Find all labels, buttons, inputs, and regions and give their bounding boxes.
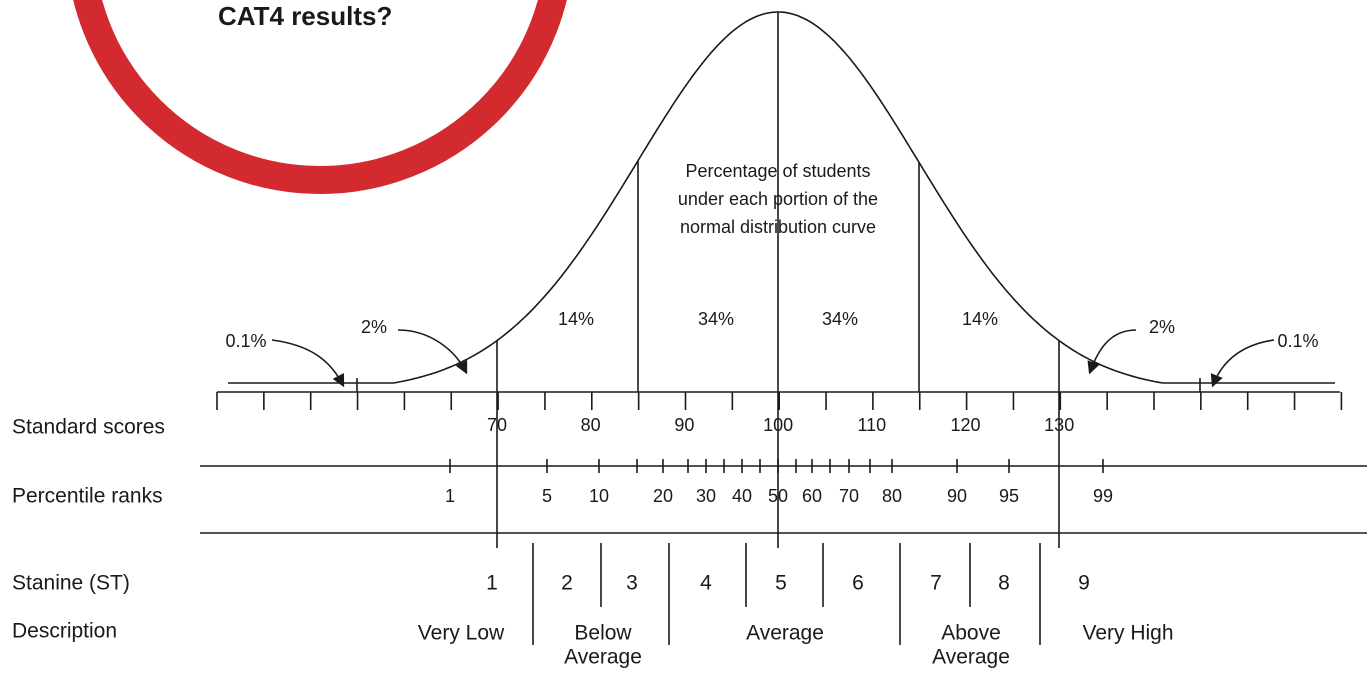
score-label: 120 xyxy=(950,415,980,435)
stanine-label: 7 xyxy=(930,572,942,595)
red-circle xyxy=(73,0,567,194)
stanine-label: 5 xyxy=(775,572,787,595)
stanine-label: 9 xyxy=(1078,572,1090,595)
arrows xyxy=(271,329,1275,388)
stanine-label: 4 xyxy=(700,572,712,595)
bell-curve xyxy=(228,11,1335,392)
percentile-label: 95 xyxy=(999,486,1019,506)
description-label: Average xyxy=(746,622,824,645)
arrow xyxy=(1210,339,1275,388)
description-label: Average xyxy=(932,646,1010,669)
arrow xyxy=(397,329,468,375)
curve-note: normal distribution curve xyxy=(680,217,876,237)
title: CAT4 results? xyxy=(218,1,392,31)
portion-label: 2% xyxy=(361,317,387,337)
arrow xyxy=(271,339,345,388)
portion-label: 34% xyxy=(698,309,734,329)
portion-label: 0.1% xyxy=(225,331,266,351)
portion-label: 0.1% xyxy=(1277,331,1318,351)
percentile-label: 70 xyxy=(839,486,859,506)
curve xyxy=(228,11,1335,384)
percentile-label: 60 xyxy=(802,486,822,506)
row-label: Standard scores xyxy=(12,416,165,439)
description-label: Above xyxy=(941,622,1001,645)
portion-label: 14% xyxy=(962,309,998,329)
percentile-label: 5 xyxy=(542,486,552,506)
stanine-label: 2 xyxy=(561,572,573,595)
score-label: 110 xyxy=(857,415,886,435)
row-label: Percentile ranks xyxy=(12,485,163,508)
description-label: Very Low xyxy=(418,622,505,645)
portion-label: 14% xyxy=(558,309,594,329)
description-label: Average xyxy=(564,646,642,669)
percentile-label: 20 xyxy=(653,486,673,506)
row-label: Description xyxy=(12,620,117,643)
portion-label: 34% xyxy=(822,309,858,329)
percentile-label: 90 xyxy=(947,486,967,506)
row-label: Stanine (ST) xyxy=(12,572,130,595)
stanine-label: 8 xyxy=(998,572,1010,595)
percentile-label: 1 xyxy=(445,486,455,506)
arrow xyxy=(1087,329,1137,375)
description-label: Below xyxy=(574,622,632,645)
percentile-label: 80 xyxy=(882,486,902,506)
percentile-label: 10 xyxy=(589,486,609,506)
portion-label: 2% xyxy=(1149,317,1175,337)
percentile-label: 50 xyxy=(768,486,788,506)
percentile-label: 30 xyxy=(696,486,716,506)
score-label: 90 xyxy=(674,415,694,435)
stanine-label: 6 xyxy=(852,572,864,595)
stanine-label: 3 xyxy=(626,572,638,595)
percentile-label: 40 xyxy=(732,486,752,506)
stanine-label: 1 xyxy=(486,572,498,595)
description-label: Very High xyxy=(1082,622,1173,645)
score-label: 80 xyxy=(581,415,601,435)
curve-note: under each portion of the xyxy=(678,189,878,209)
portions: 0.1% 2% 14% 34% 34% 14% 2% 0.1% xyxy=(225,309,1318,351)
curve-note: Percentage of students xyxy=(685,161,870,181)
percentile-label: 99 xyxy=(1093,486,1113,506)
